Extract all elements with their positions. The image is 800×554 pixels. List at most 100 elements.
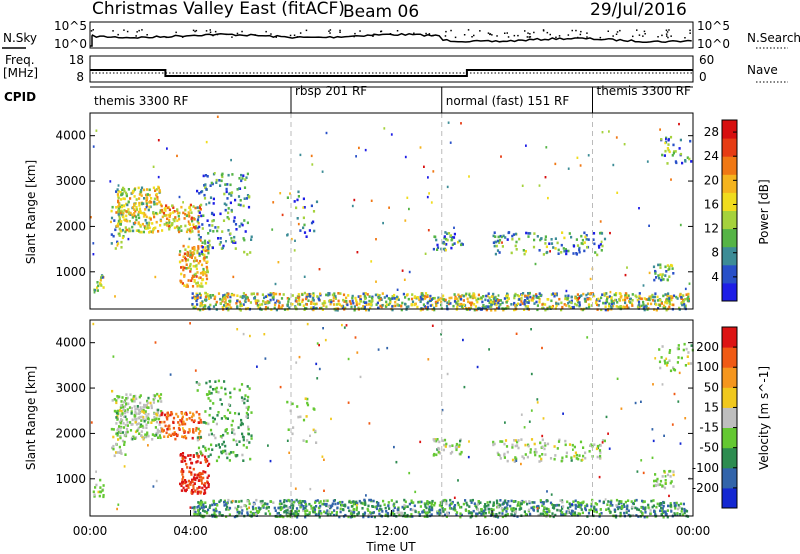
- data-cell: [595, 503, 599, 506]
- data-cell: [184, 422, 187, 426]
- data-cell: [178, 195, 181, 199]
- data-cell: [571, 514, 574, 517]
- data-cell: [226, 417, 229, 420]
- data-cell: [156, 198, 159, 201]
- data-cell: [535, 294, 538, 298]
- data-cell: [199, 475, 203, 479]
- data-cell: [168, 213, 171, 217]
- data-cell: [234, 247, 237, 250]
- data-cell: [204, 174, 208, 177]
- velocity-ylabel: Slant Range [km]: [24, 366, 38, 470]
- data-cell: [319, 509, 322, 513]
- data-cell: [312, 428, 315, 432]
- data-cell: [177, 214, 180, 218]
- data-cell: [124, 226, 127, 229]
- data-cell: [247, 499, 250, 503]
- data-cell: [350, 505, 353, 508]
- data-cell: [298, 501, 301, 505]
- data-cell: [439, 451, 442, 455]
- data-cell: [208, 413, 211, 417]
- data-cell: [196, 219, 199, 223]
- data-cell: [306, 397, 309, 401]
- data-cell: [254, 507, 257, 510]
- data-cell: [672, 151, 675, 155]
- data-cell: [221, 230, 224, 233]
- data-cell: [516, 515, 519, 518]
- data-cell: [264, 301, 267, 304]
- data-cell: [663, 359, 666, 363]
- data-cell: [213, 515, 217, 518]
- data-cell: [116, 451, 119, 454]
- data-cell: [688, 157, 691, 161]
- data-cell: [458, 445, 461, 448]
- data-cell: [527, 292, 530, 295]
- data-cell: [209, 428, 213, 432]
- data-cell: [352, 301, 355, 305]
- data-cell: [364, 297, 367, 301]
- data-cell: [196, 513, 199, 516]
- data-cell: [487, 305, 490, 308]
- noise-search-point: [136, 31, 138, 33]
- data-cell: [528, 501, 531, 505]
- data-cell: [212, 219, 215, 222]
- data-cell: [186, 228, 189, 231]
- data-cell: [250, 292, 253, 296]
- data-cell: [136, 407, 139, 410]
- data-cell: [158, 394, 161, 398]
- data-cell: [426, 294, 429, 297]
- data-cell: [358, 146, 360, 150]
- data-cell: [377, 348, 380, 351]
- data-cell: [538, 292, 541, 295]
- data-cell: [672, 294, 676, 298]
- data-cell: [631, 299, 634, 302]
- data-cell: [434, 439, 437, 443]
- data-cell: [303, 291, 306, 295]
- data-cell: [114, 228, 117, 232]
- data-cell: [212, 230, 215, 233]
- data-cell: [140, 186, 144, 190]
- data-cell: [613, 508, 616, 512]
- data-cell: [432, 170, 435, 173]
- data-cell: [564, 248, 567, 251]
- data-cell: [502, 234, 505, 238]
- colorbar-tick-label: 12: [704, 222, 719, 236]
- data-cell: [303, 223, 306, 227]
- data-cell: [669, 469, 672, 473]
- data-cell: [160, 204, 163, 208]
- data-cell: [678, 294, 681, 298]
- data-cell: [223, 500, 226, 504]
- data-cell: [466, 297, 469, 301]
- noise-search-point: [467, 29, 470, 31]
- data-cell: [308, 512, 311, 516]
- data-cell: [438, 513, 441, 516]
- data-cell: [553, 457, 556, 461]
- data-cell: [587, 238, 590, 241]
- data-cell: [451, 236, 454, 239]
- data-cell: [497, 505, 500, 509]
- data-cell: [200, 203, 203, 207]
- data-cell: [473, 303, 476, 306]
- data-cell: [246, 439, 249, 442]
- data-cell: [455, 442, 458, 446]
- data-cell: [199, 491, 202, 495]
- data-cell: [501, 241, 503, 244]
- data-cell: [400, 304, 403, 308]
- data-cell: [672, 473, 675, 477]
- data-cell: [197, 233, 200, 237]
- data-cell: [318, 501, 321, 505]
- data-cell: [335, 510, 338, 514]
- data-cell: [176, 154, 178, 158]
- data-cell: [670, 480, 673, 483]
- data-cell: [316, 377, 319, 380]
- data-cell: [123, 405, 127, 408]
- data-cell: [245, 446, 248, 449]
- data-cell: [193, 246, 196, 250]
- data-cell: [123, 189, 126, 193]
- data-cell: [232, 451, 235, 454]
- data-cell: [649, 512, 652, 515]
- data-cell: [246, 499, 249, 503]
- data-cell: [139, 209, 142, 213]
- data-cell: [652, 295, 655, 299]
- data-cell: [196, 454, 199, 458]
- data-cell: [118, 395, 121, 399]
